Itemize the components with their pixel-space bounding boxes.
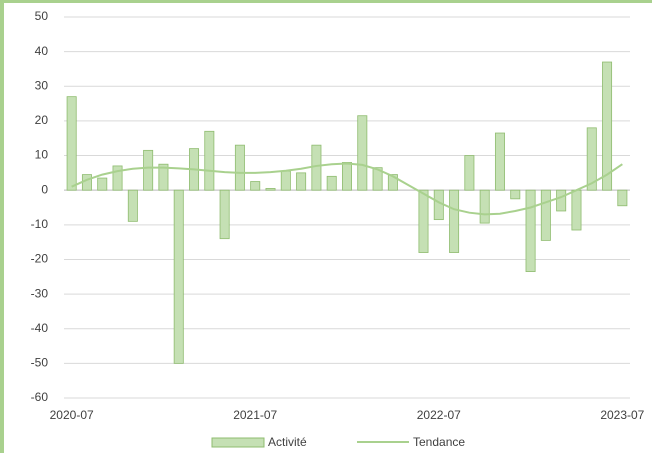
frame-top [0,0,652,3]
x-tick-label: 2020-07 [50,408,94,422]
x-tick-label: 2023-07 [600,408,644,422]
bar [204,130,215,191]
bar [296,172,307,191]
bar [311,144,322,191]
legend-label: Activité [268,435,307,449]
trend-line [71,162,623,216]
bar [586,127,597,191]
bar [326,175,337,191]
frame-left [0,0,4,453]
bar [571,189,582,231]
bar [464,155,475,191]
bar [357,115,368,191]
bar [234,144,245,191]
bar [510,189,521,200]
legend-label: Tendance [413,435,465,449]
y-tick-label: -20 [31,252,49,266]
bar [617,189,628,207]
y-tick-label: 40 [35,44,49,58]
bar [250,181,261,191]
y-tick-label: 0 [41,182,48,196]
bar [173,189,184,364]
x-tick-label: 2021-07 [233,408,277,422]
bar [342,162,352,191]
y-tick-label: -10 [31,217,49,231]
y-tick-label: -30 [31,286,49,300]
bar [280,170,291,191]
bar [112,165,123,191]
bar [602,61,613,191]
bar [387,174,398,191]
bar [525,189,536,272]
bar [265,188,276,191]
bar [66,96,77,191]
bar [127,189,138,222]
bar [372,167,383,191]
bar [97,177,108,191]
bar [479,189,490,224]
bar [418,189,429,253]
bar [219,189,230,240]
y-tick-label: 10 [35,148,49,162]
bar [433,189,444,221]
bar [81,174,92,191]
bar [494,132,505,191]
y-tick-label: 20 [35,113,49,127]
bar [540,189,551,241]
y-tick-label: -50 [31,356,49,370]
legend-swatch [211,437,265,448]
bar [556,189,567,212]
bar [158,163,169,191]
y-tick-label: -60 [31,390,49,404]
bar [449,189,460,253]
bar [143,149,154,191]
x-tick-label: 2022-07 [417,408,461,422]
y-tick-label: 30 [35,78,49,92]
y-tick-label: 50 [35,9,49,23]
y-tick-label: -40 [31,321,49,335]
